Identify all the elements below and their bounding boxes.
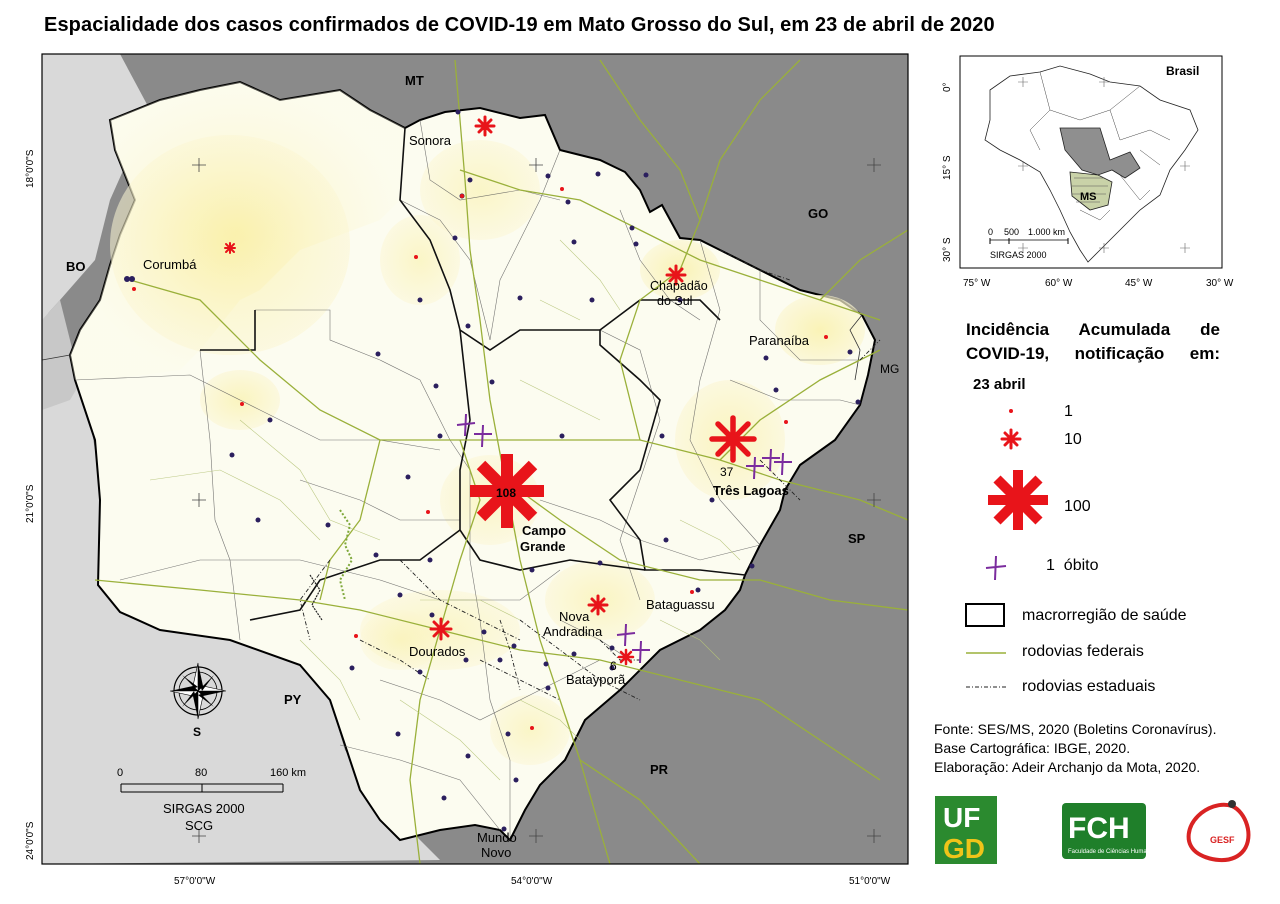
inset-lon-75: 75° W	[963, 278, 991, 289]
city-paranaiba: Paranaíba	[749, 333, 810, 348]
city-corumba: Corumbá	[143, 257, 197, 272]
ufgd-top-text: UF	[943, 802, 980, 833]
inset-lon-60: 60° W	[1045, 278, 1073, 289]
city-sonora: Sonora	[409, 133, 452, 148]
inset-country: Brasil	[1166, 64, 1199, 78]
city-campo-grande: Campo Grande	[520, 523, 566, 554]
inset-lat-30: 30° S	[942, 237, 953, 262]
inset-lon-45: 45° W	[1125, 278, 1153, 289]
scale-tick-160: 160 km	[270, 767, 306, 779]
inset-state: MS	[1080, 191, 1097, 203]
lon-label-57: 57°0'0"W	[174, 876, 216, 887]
legend-symbols	[965, 409, 1048, 688]
city-mundo-novo: Mundo Novo	[477, 830, 517, 860]
legend-state-roads: rodovias estaduais	[1022, 678, 1156, 695]
lon-label-54: 54°0'0"W	[511, 876, 553, 887]
gesf-text: GESF	[1210, 835, 1235, 845]
small-case-markers	[132, 187, 828, 730]
inset-datum: SIRGAS 2000	[990, 250, 1047, 260]
label-pr: PR	[650, 762, 669, 777]
source-notes: Fonte: SES/MS, 2020 (Boletins Coronavíru…	[934, 720, 1216, 777]
fch-logo: FCH Faculdade de Ciências Humanas	[1062, 803, 1156, 859]
legend-death: 1 óbito	[1046, 557, 1099, 575]
ufgd-bottom-text: GD	[943, 833, 985, 864]
legend-date: 23 abril	[973, 376, 1026, 393]
inset-lon-30: 30° W	[1206, 278, 1234, 289]
legend-size-100: 100	[1064, 498, 1091, 515]
gesf-logo: GESF	[1186, 800, 1251, 862]
label-mg: MG	[880, 362, 899, 376]
lon-label-51: 51°0'0"W	[849, 876, 891, 887]
lat-label-24: 24°0'0"S	[25, 821, 36, 860]
label-sp: SP	[848, 531, 866, 546]
scale-datum: SIRGAS 2000	[163, 801, 245, 816]
label-py: PY	[284, 692, 302, 707]
legend-death-label: óbito	[1063, 557, 1099, 574]
scale-tick-80: 80	[195, 767, 207, 779]
fch-text: FCH	[1068, 812, 1130, 845]
death-markers	[456, 413, 792, 664]
label-go: GO	[808, 206, 828, 221]
municipal-seats	[124, 109, 861, 832]
campo-grande-marker	[470, 454, 544, 528]
lat-label-21: 21°0'0"S	[25, 484, 36, 523]
legend-size-10: 10	[1064, 431, 1082, 448]
inset-scale-0: 0	[988, 227, 993, 237]
legend-federal: rodovias federais	[1022, 643, 1144, 660]
tres-lagoas-marker	[709, 415, 757, 463]
legend-macro: macrorregião de saúde	[1022, 607, 1187, 624]
legend-title: Incidência Acumulada de COVID-19, notifi…	[966, 320, 1220, 363]
scale-crs: SCG	[185, 818, 213, 833]
legend-death-count: 1	[1046, 557, 1055, 574]
inset-scale-1000: 1.000 km	[1028, 227, 1065, 237]
scale-bar	[120, 783, 284, 793]
city-chapadao: Chapadão do Sul	[650, 279, 708, 308]
label-bo: BO	[66, 259, 86, 274]
source-line-3: Elaboração: Adeir Archanjo da Mota, 2020…	[934, 759, 1201, 775]
city-bataguassu: Bataguassu	[646, 597, 715, 612]
label-mt: MT	[405, 73, 424, 88]
city-nova-andradina: Nova Andradina	[543, 609, 603, 639]
inset-map	[959, 55, 1223, 269]
fch-subtext: Faculdade de Ciências Humanas	[1068, 849, 1156, 855]
inset-scale-500: 500	[1004, 227, 1019, 237]
source-line-1: Fonte: SES/MS, 2020 (Boletins Coronavíru…	[934, 721, 1217, 737]
inset-lat-0: 0°	[942, 82, 953, 92]
north-arrow	[169, 662, 227, 720]
lat-label-18: 18°0'0"S	[25, 149, 36, 188]
map-title: Espacialidade dos casos confirmados de C…	[44, 14, 995, 36]
north-label: S	[193, 725, 201, 739]
scale-tick-0: 0	[117, 767, 123, 779]
count-bataypora: 6	[610, 659, 617, 673]
ufgd-logo: UF GD	[935, 796, 997, 864]
city-dourados: Dourados	[409, 644, 466, 659]
city-bataypora: Batayporã	[566, 672, 626, 687]
count-tres-lagoas: 37	[720, 465, 734, 479]
count-campo-grande: 108	[496, 486, 516, 500]
main-map	[42, 54, 908, 864]
medium-case-markers	[224, 115, 687, 666]
legend-size-1: 1	[1064, 403, 1073, 420]
city-tres-lagoas: Três Lagoas	[713, 483, 789, 498]
inset-lat-15: 15° S	[942, 155, 953, 180]
source-line-2: Base Cartográfica: IBGE, 2020.	[934, 740, 1131, 756]
